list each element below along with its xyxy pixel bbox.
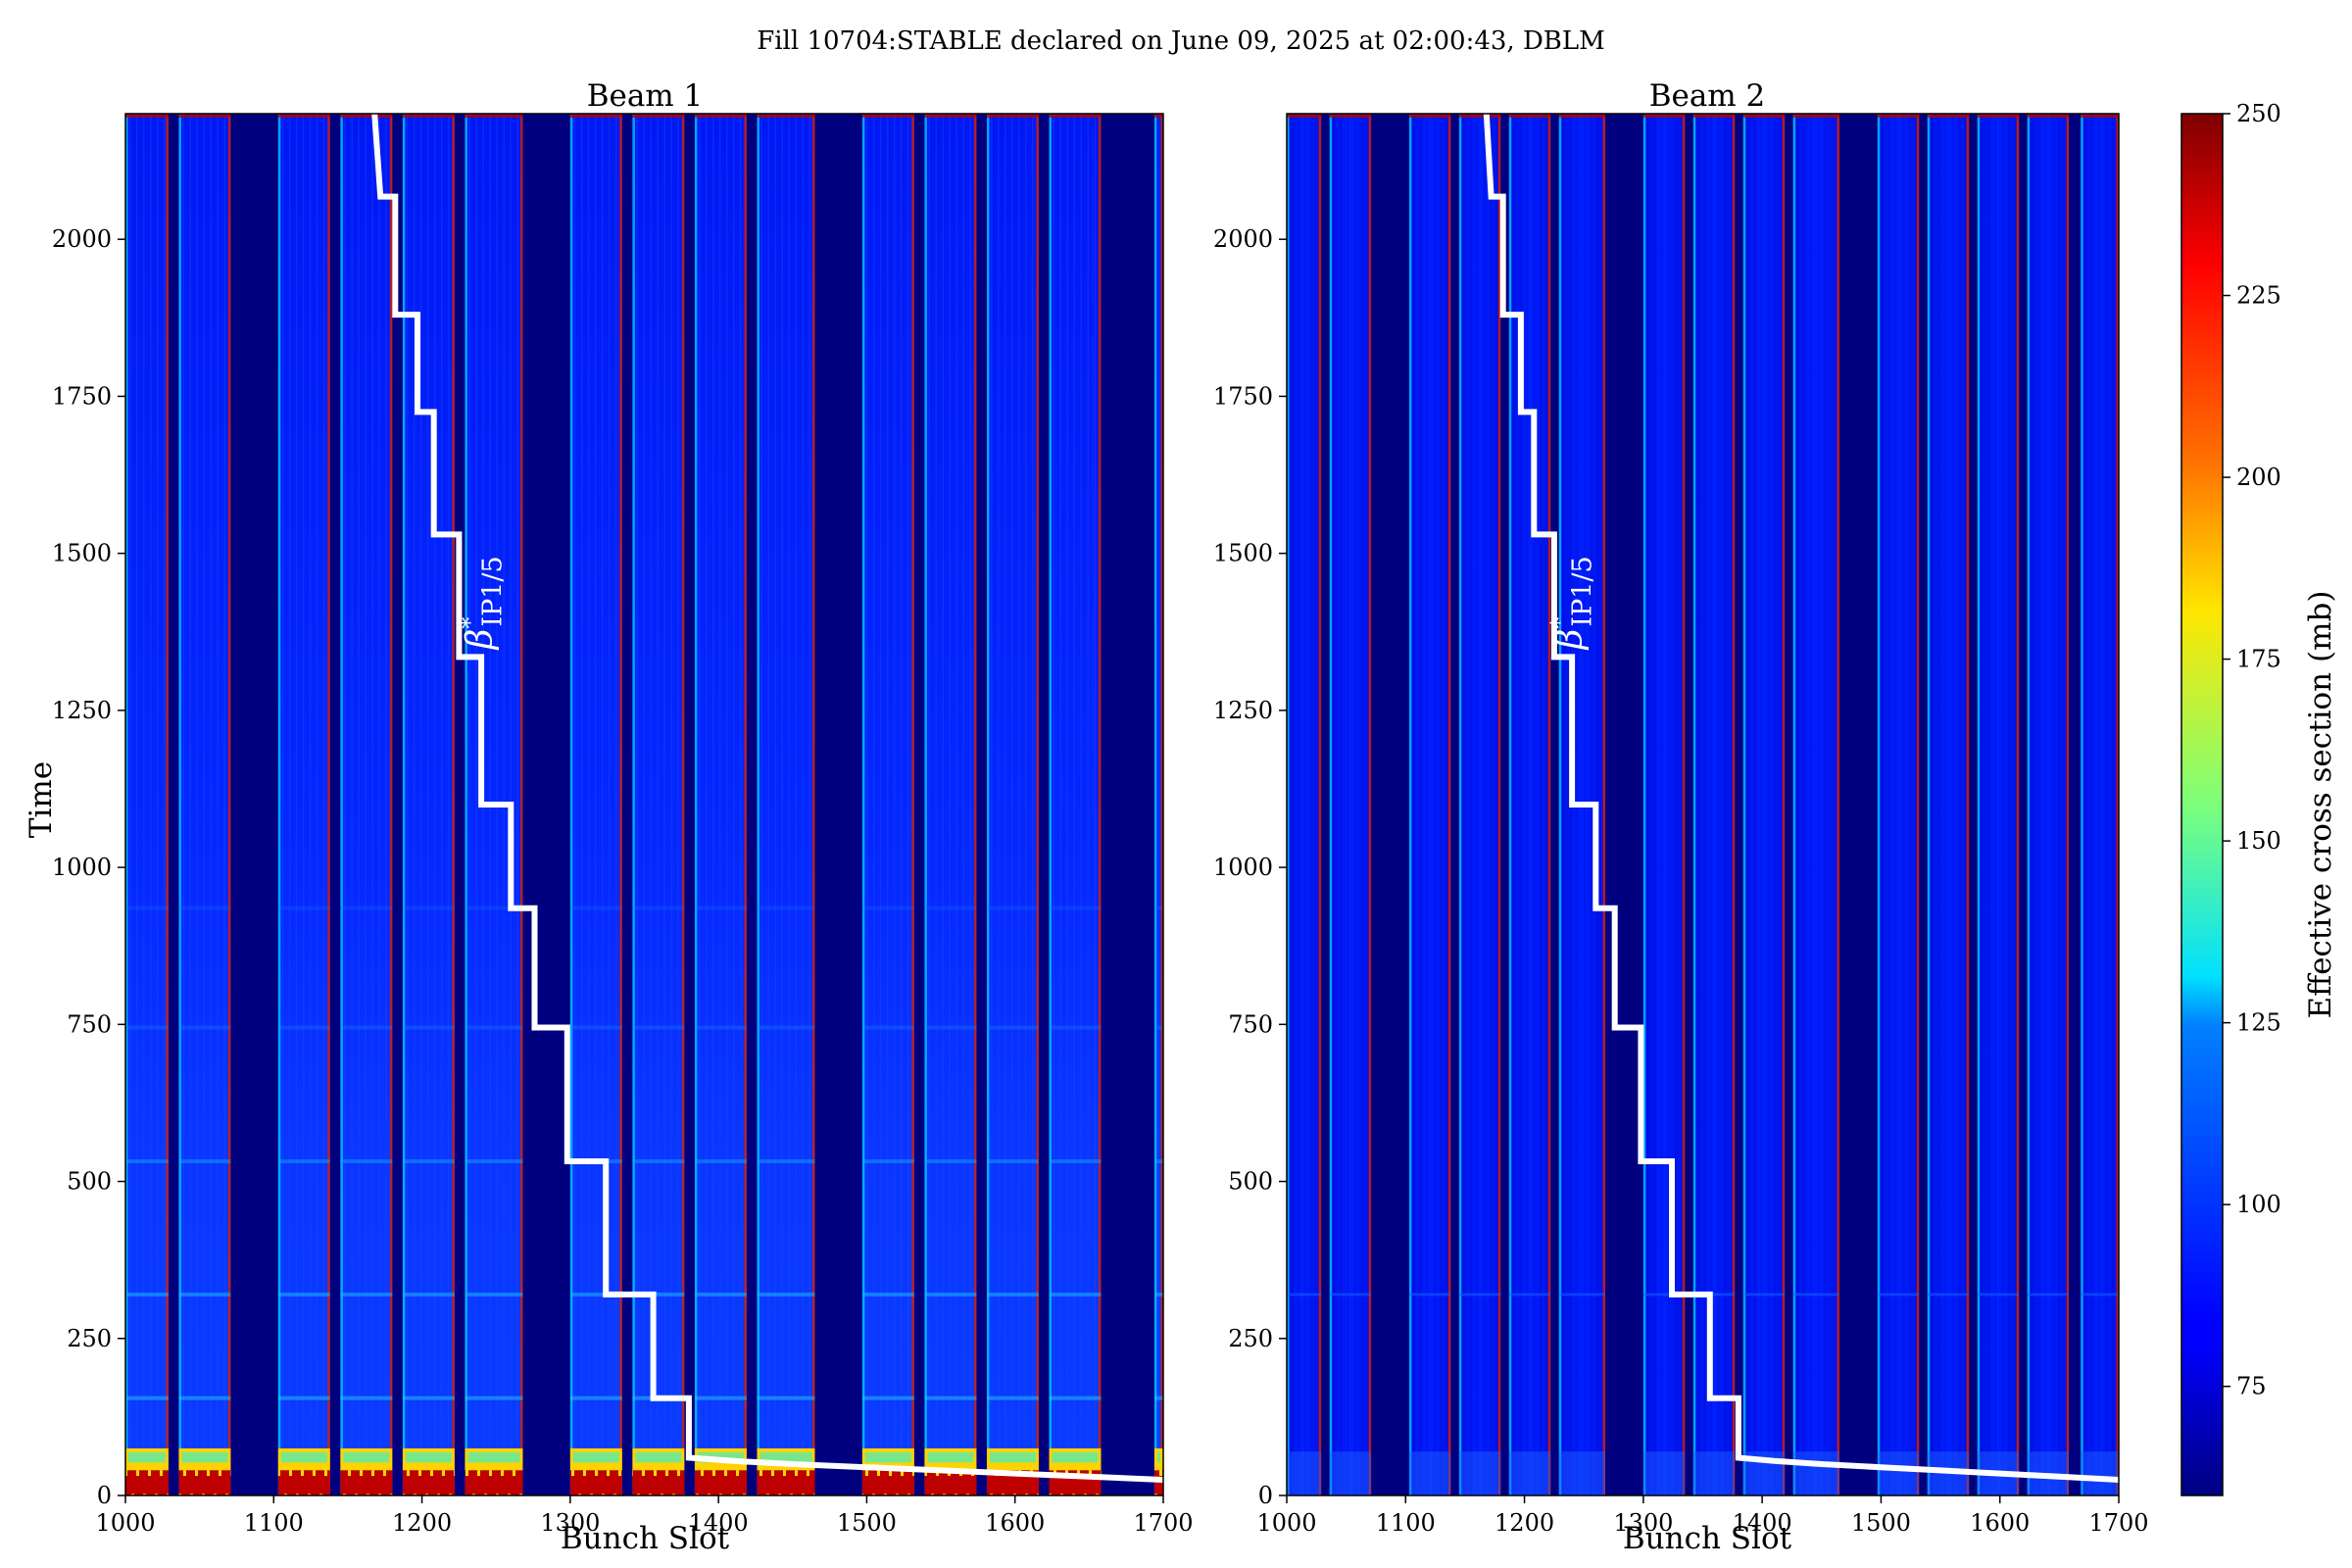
beam2-panel: Beam 2 β*IP1/5 1000 1100 1200 1300 1400 1500 1… (1213, 78, 2149, 1556)
bunch-train-cell (1287, 114, 1322, 1495)
y-tick-label: 1750 (1213, 382, 1273, 410)
x-tick-label: 1200 (1494, 1509, 1554, 1537)
bunch-train-cell (1153, 114, 1163, 1495)
y-tick-label: 1000 (52, 854, 112, 881)
bunch-train-cell (1742, 114, 1786, 1495)
bunch-train-cell (1792, 114, 1839, 1495)
beam1-beta-star-label: β*IP1/5 (457, 556, 509, 651)
y-tick-label: 750 (1228, 1010, 1273, 1038)
bunch-train-cell (1692, 114, 1736, 1495)
x-tick-label: 1400 (689, 1509, 749, 1537)
y-tick-label: 1500 (1213, 540, 1273, 567)
beam1-title: Beam 1 (587, 78, 704, 114)
bunch-train-cell (402, 114, 455, 1495)
y-tick-label: 2000 (1213, 225, 1273, 253)
bunch-train-cell (2027, 114, 2070, 1495)
beam2-title: Beam 2 (1649, 78, 1766, 114)
y-tick-label: 0 (1258, 1482, 1273, 1509)
y-tick-label: 500 (1228, 1168, 1273, 1196)
colorbar-tick-label: 225 (2236, 282, 2281, 310)
colorbar-tick-label: 100 (2236, 1191, 2281, 1218)
y-tick-label: 0 (97, 1482, 112, 1509)
figure-title: Fill 10704:STABLE declared on June 09, 2… (757, 26, 1605, 56)
x-tick-label: 1500 (837, 1509, 897, 1537)
x-tick-label: 1700 (2088, 1509, 2148, 1537)
bunch-train-cell (178, 114, 231, 1495)
beam2-beta-star-line (1483, 113, 2120, 1483)
x-tick-label: 1600 (985, 1509, 1045, 1537)
bunch-train-cell (757, 114, 815, 1495)
y-tick-label: 1250 (52, 697, 112, 724)
colorbar-tick-label: 125 (2236, 1009, 2281, 1037)
bunch-train-cell (569, 114, 622, 1495)
bunch-train-cell (1927, 114, 1970, 1495)
bunch-train-cell (277, 114, 330, 1495)
y-tick-label: 250 (67, 1325, 112, 1352)
colorbar-tick-label: 175 (2236, 646, 2281, 673)
beam1-x-axis: 1000 1100 1200 1300 1400 1500 1600 1700 (95, 1495, 1194, 1537)
bunch-train-cell (924, 114, 977, 1495)
x-tick-label: 1600 (1970, 1509, 2030, 1537)
bunch-train-cell (861, 114, 914, 1495)
colorbar-tick-label: 250 (2236, 100, 2281, 127)
x-tick-label: 1100 (244, 1509, 304, 1537)
beam1-axes-frame (124, 113, 1164, 1496)
x-tick-label: 1100 (1376, 1509, 1436, 1537)
beam1-beta-star-line (371, 113, 1164, 1483)
bunch-train-cell (1329, 114, 1372, 1495)
colorbar-tick-label: 200 (2236, 464, 2281, 491)
bunch-train-cell (986, 114, 1039, 1495)
beam1-heatmap (125, 114, 1163, 1495)
bunch-train-cell (1408, 114, 1451, 1495)
beam2-axes-frame (1286, 113, 2120, 1496)
y-tick-label: 1500 (52, 540, 112, 567)
bunch-train-cell (2081, 114, 2119, 1495)
bunch-train-cell (125, 114, 169, 1495)
beam1-y-axis: 0 250 500 750 1000 1250 1500 1750 2000 (52, 225, 125, 1509)
y-tick-label: 1250 (1213, 697, 1273, 724)
bunch-train-cell (694, 114, 747, 1495)
y-tick-label: 500 (67, 1168, 112, 1196)
bunch-train-cell (1977, 114, 2020, 1495)
x-tick-label: 1200 (392, 1509, 452, 1537)
bunch-train-cell (1458, 114, 1501, 1495)
colorbar-gradient (2180, 113, 2224, 1496)
beam2-x-axis: 1000 1100 1200 1300 1400 1500 1600 1700 (1256, 1495, 2149, 1537)
beam2-beta-star-label: β*IP1/5 (1546, 556, 1598, 651)
colorbar-ticks: 75 100 125 150 175 200 225 250 (2223, 100, 2281, 1400)
x-tick-label: 1400 (1733, 1509, 1792, 1537)
x-tick-label: 1000 (95, 1509, 155, 1537)
colorbar-tick-label: 75 (2236, 1373, 2267, 1400)
x-tick-label: 1300 (540, 1509, 600, 1537)
y-tick-label: 1000 (1213, 854, 1273, 881)
x-tick-label: 1000 (1256, 1509, 1316, 1537)
beam1-y-label: Time (24, 761, 59, 838)
beam2-heatmap (1287, 114, 2119, 1495)
bunch-train-cell (1049, 114, 1102, 1495)
x-tick-label: 1300 (1613, 1509, 1673, 1537)
bunch-train-cell (1508, 114, 1551, 1495)
colorbar-tick-label: 150 (2236, 827, 2281, 855)
bunch-train-cell (1642, 114, 1686, 1495)
bunch-train-cell (340, 114, 393, 1495)
y-tick-label: 750 (67, 1010, 112, 1038)
y-tick-label: 1750 (52, 382, 112, 410)
beam1-x-label: Bunch Slot (561, 1521, 730, 1556)
x-tick-label: 1500 (1851, 1509, 1911, 1537)
x-tick-label: 1700 (1133, 1509, 1193, 1537)
colorbar: 75 100 125 150 175 200 225 250 Effective cross … (2180, 100, 2338, 1496)
y-tick-label: 2000 (52, 225, 112, 253)
y-tick-label: 250 (1228, 1325, 1273, 1352)
bunch-train-cell (632, 114, 685, 1495)
beam2-y-axis: 0 250 500 750 1000 1250 1500 1750 2000 (1213, 225, 1287, 1509)
beam2-x-label: Bunch Slot (1623, 1521, 1792, 1556)
colorbar-label: Effective cross section (mb) (2303, 591, 2338, 1019)
bunch-train-cell (1877, 114, 1920, 1495)
beam1-panel: Beam 1 β*IP1/5 1000 1100 1200 1300 1400 1500 1… (24, 78, 1194, 1556)
